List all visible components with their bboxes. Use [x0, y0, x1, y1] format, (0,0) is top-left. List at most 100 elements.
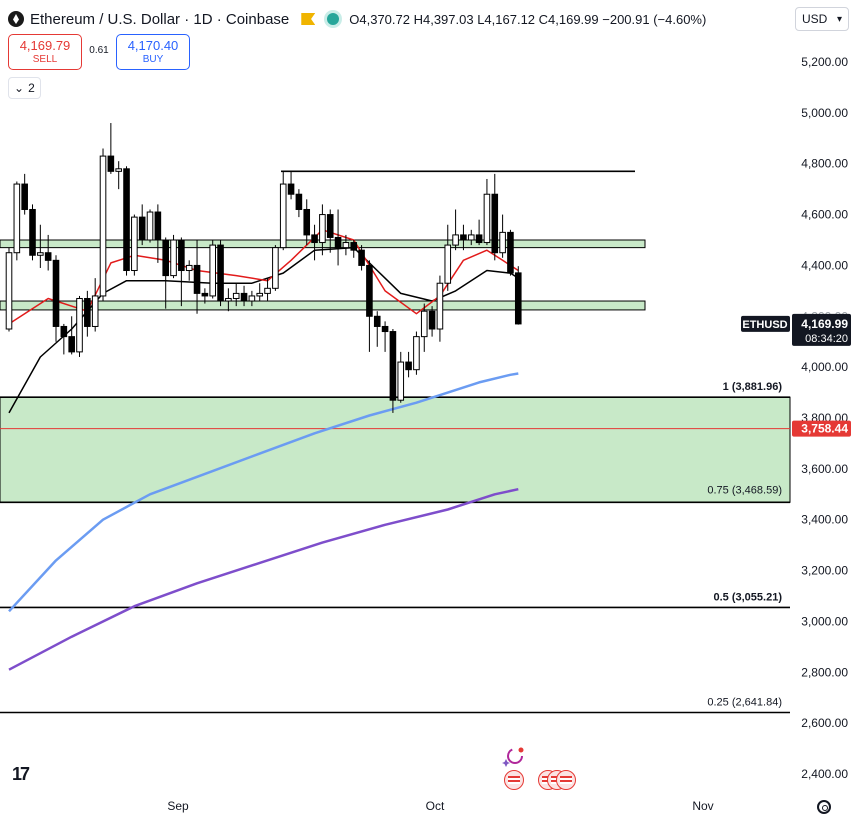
candle-body	[201, 292, 209, 297]
candle[interactable]	[334, 209, 342, 266]
currency-selector[interactable]: USD ▾	[795, 7, 849, 31]
candle-body	[311, 234, 318, 244]
candle[interactable]	[413, 331, 420, 375]
candle[interactable]	[256, 283, 264, 302]
candlesticks[interactable]	[5, 123, 522, 413]
candle[interactable]	[209, 240, 217, 299]
y-tick-label: 5,200.00	[801, 55, 848, 69]
candle[interactable]	[287, 171, 295, 200]
candle[interactable]	[326, 209, 334, 253]
symbol-header[interactable]: Ethereum / U.S. Dollar · 1D · Coinbase O…	[8, 8, 706, 30]
candle-body	[381, 325, 389, 333]
candle[interactable]	[303, 199, 311, 246]
candle[interactable]	[499, 214, 506, 258]
candle[interactable]	[475, 219, 483, 246]
candle[interactable]	[76, 295, 83, 357]
candle[interactable]	[491, 173, 499, 261]
candle[interactable]	[225, 288, 232, 312]
candle[interactable]	[428, 306, 436, 337]
candle[interactable]	[389, 329, 397, 413]
candle[interactable]	[193, 240, 201, 314]
candle[interactable]	[107, 123, 115, 174]
candle-body	[475, 234, 483, 244]
flag-icon[interactable]	[301, 13, 316, 25]
candle[interactable]	[405, 351, 412, 378]
candle[interactable]	[279, 171, 287, 251]
candle[interactable]	[217, 240, 224, 307]
candle[interactable]	[123, 166, 130, 276]
candle[interactable]	[514, 266, 522, 325]
candle[interactable]	[240, 285, 248, 307]
candle[interactable]	[264, 278, 271, 302]
candle[interactable]	[99, 148, 107, 302]
candle[interactable]	[272, 245, 279, 291]
gear-icon[interactable]	[817, 800, 831, 814]
indicator-toggle-button[interactable]: ⌄ 2	[8, 77, 41, 99]
sell-button[interactable]: 4,169.79 SELL	[8, 34, 82, 70]
candle[interactable]	[436, 275, 444, 342]
economic-event-flag-icon[interactable]	[556, 770, 576, 790]
candle[interactable]	[381, 321, 389, 352]
candle[interactable]	[467, 229, 475, 246]
economic-event-flag-icon[interactable]	[504, 770, 524, 790]
candle[interactable]	[342, 234, 350, 256]
buy-button[interactable]: 4,170.40 BUY	[116, 34, 190, 70]
candle[interactable]	[44, 234, 52, 271]
candle[interactable]	[13, 181, 21, 261]
fib-labels: 1 (3,881.96) 0.75 (3,468.59) 0.5 (3,055.21…	[707, 381, 782, 708]
market-status-icon[interactable]	[327, 13, 340, 25]
candle[interactable]	[232, 283, 240, 307]
candle[interactable]	[84, 290, 91, 337]
candle-body	[334, 236, 342, 249]
candle[interactable]	[460, 224, 467, 251]
candle[interactable]	[507, 229, 514, 276]
tradingview-logo[interactable]: 17	[12, 764, 30, 784]
candle[interactable]	[60, 323, 68, 355]
candle[interactable]	[420, 303, 428, 352]
candle[interactable]	[29, 204, 36, 261]
chart-title[interactable]: Ethereum / U.S. Dollar · 1D · Coinbase	[30, 10, 290, 28]
candle[interactable]	[350, 240, 358, 258]
y-tick-label: 3,600.00	[801, 462, 848, 476]
ai-spark-icon[interactable]	[502, 745, 526, 767]
candle[interactable]	[248, 290, 256, 307]
candle[interactable]	[146, 209, 154, 243]
candle[interactable]	[115, 161, 122, 190]
candle[interactable]	[21, 173, 28, 215]
candle[interactable]	[311, 224, 318, 261]
candle-body	[389, 331, 397, 401]
y-tick-label: 5,000.00	[801, 106, 848, 120]
chevron-down-icon: ▾	[836, 13, 842, 25]
candle[interactable]	[91, 278, 99, 332]
y-axis[interactable]: 5,200.00 5,000.00 4,800.00 4,600.00 4,400.00…	[801, 55, 848, 781]
candle-body	[21, 183, 28, 210]
candle[interactable]	[373, 311, 381, 347]
candle[interactable]	[185, 260, 193, 281]
candle[interactable]	[154, 204, 162, 263]
candle[interactable]	[37, 224, 44, 268]
candle[interactable]	[178, 237, 185, 307]
candle[interactable]	[52, 255, 60, 342]
candle-body	[13, 183, 21, 254]
candle[interactable]	[319, 204, 326, 256]
ema-red-line	[8, 229, 519, 325]
candle-body	[303, 208, 311, 236]
candle[interactable]	[397, 351, 405, 403]
candle[interactable]	[444, 224, 452, 291]
candle-body	[52, 259, 60, 327]
candle[interactable]	[366, 260, 373, 352]
candle[interactable]	[138, 204, 146, 246]
candle[interactable]	[452, 209, 459, 251]
candle[interactable]	[170, 234, 177, 279]
candle[interactable]	[483, 178, 491, 246]
candle[interactable]	[68, 316, 75, 355]
candle-body	[452, 234, 459, 246]
candle[interactable]	[5, 247, 13, 332]
candle[interactable]	[131, 214, 138, 276]
x-axis[interactable]: Sep Oct Nov	[167, 799, 713, 813]
candle[interactable]	[358, 245, 365, 271]
candle[interactable]	[162, 237, 169, 309]
candle[interactable]	[295, 189, 303, 218]
candle[interactable]	[201, 288, 209, 304]
